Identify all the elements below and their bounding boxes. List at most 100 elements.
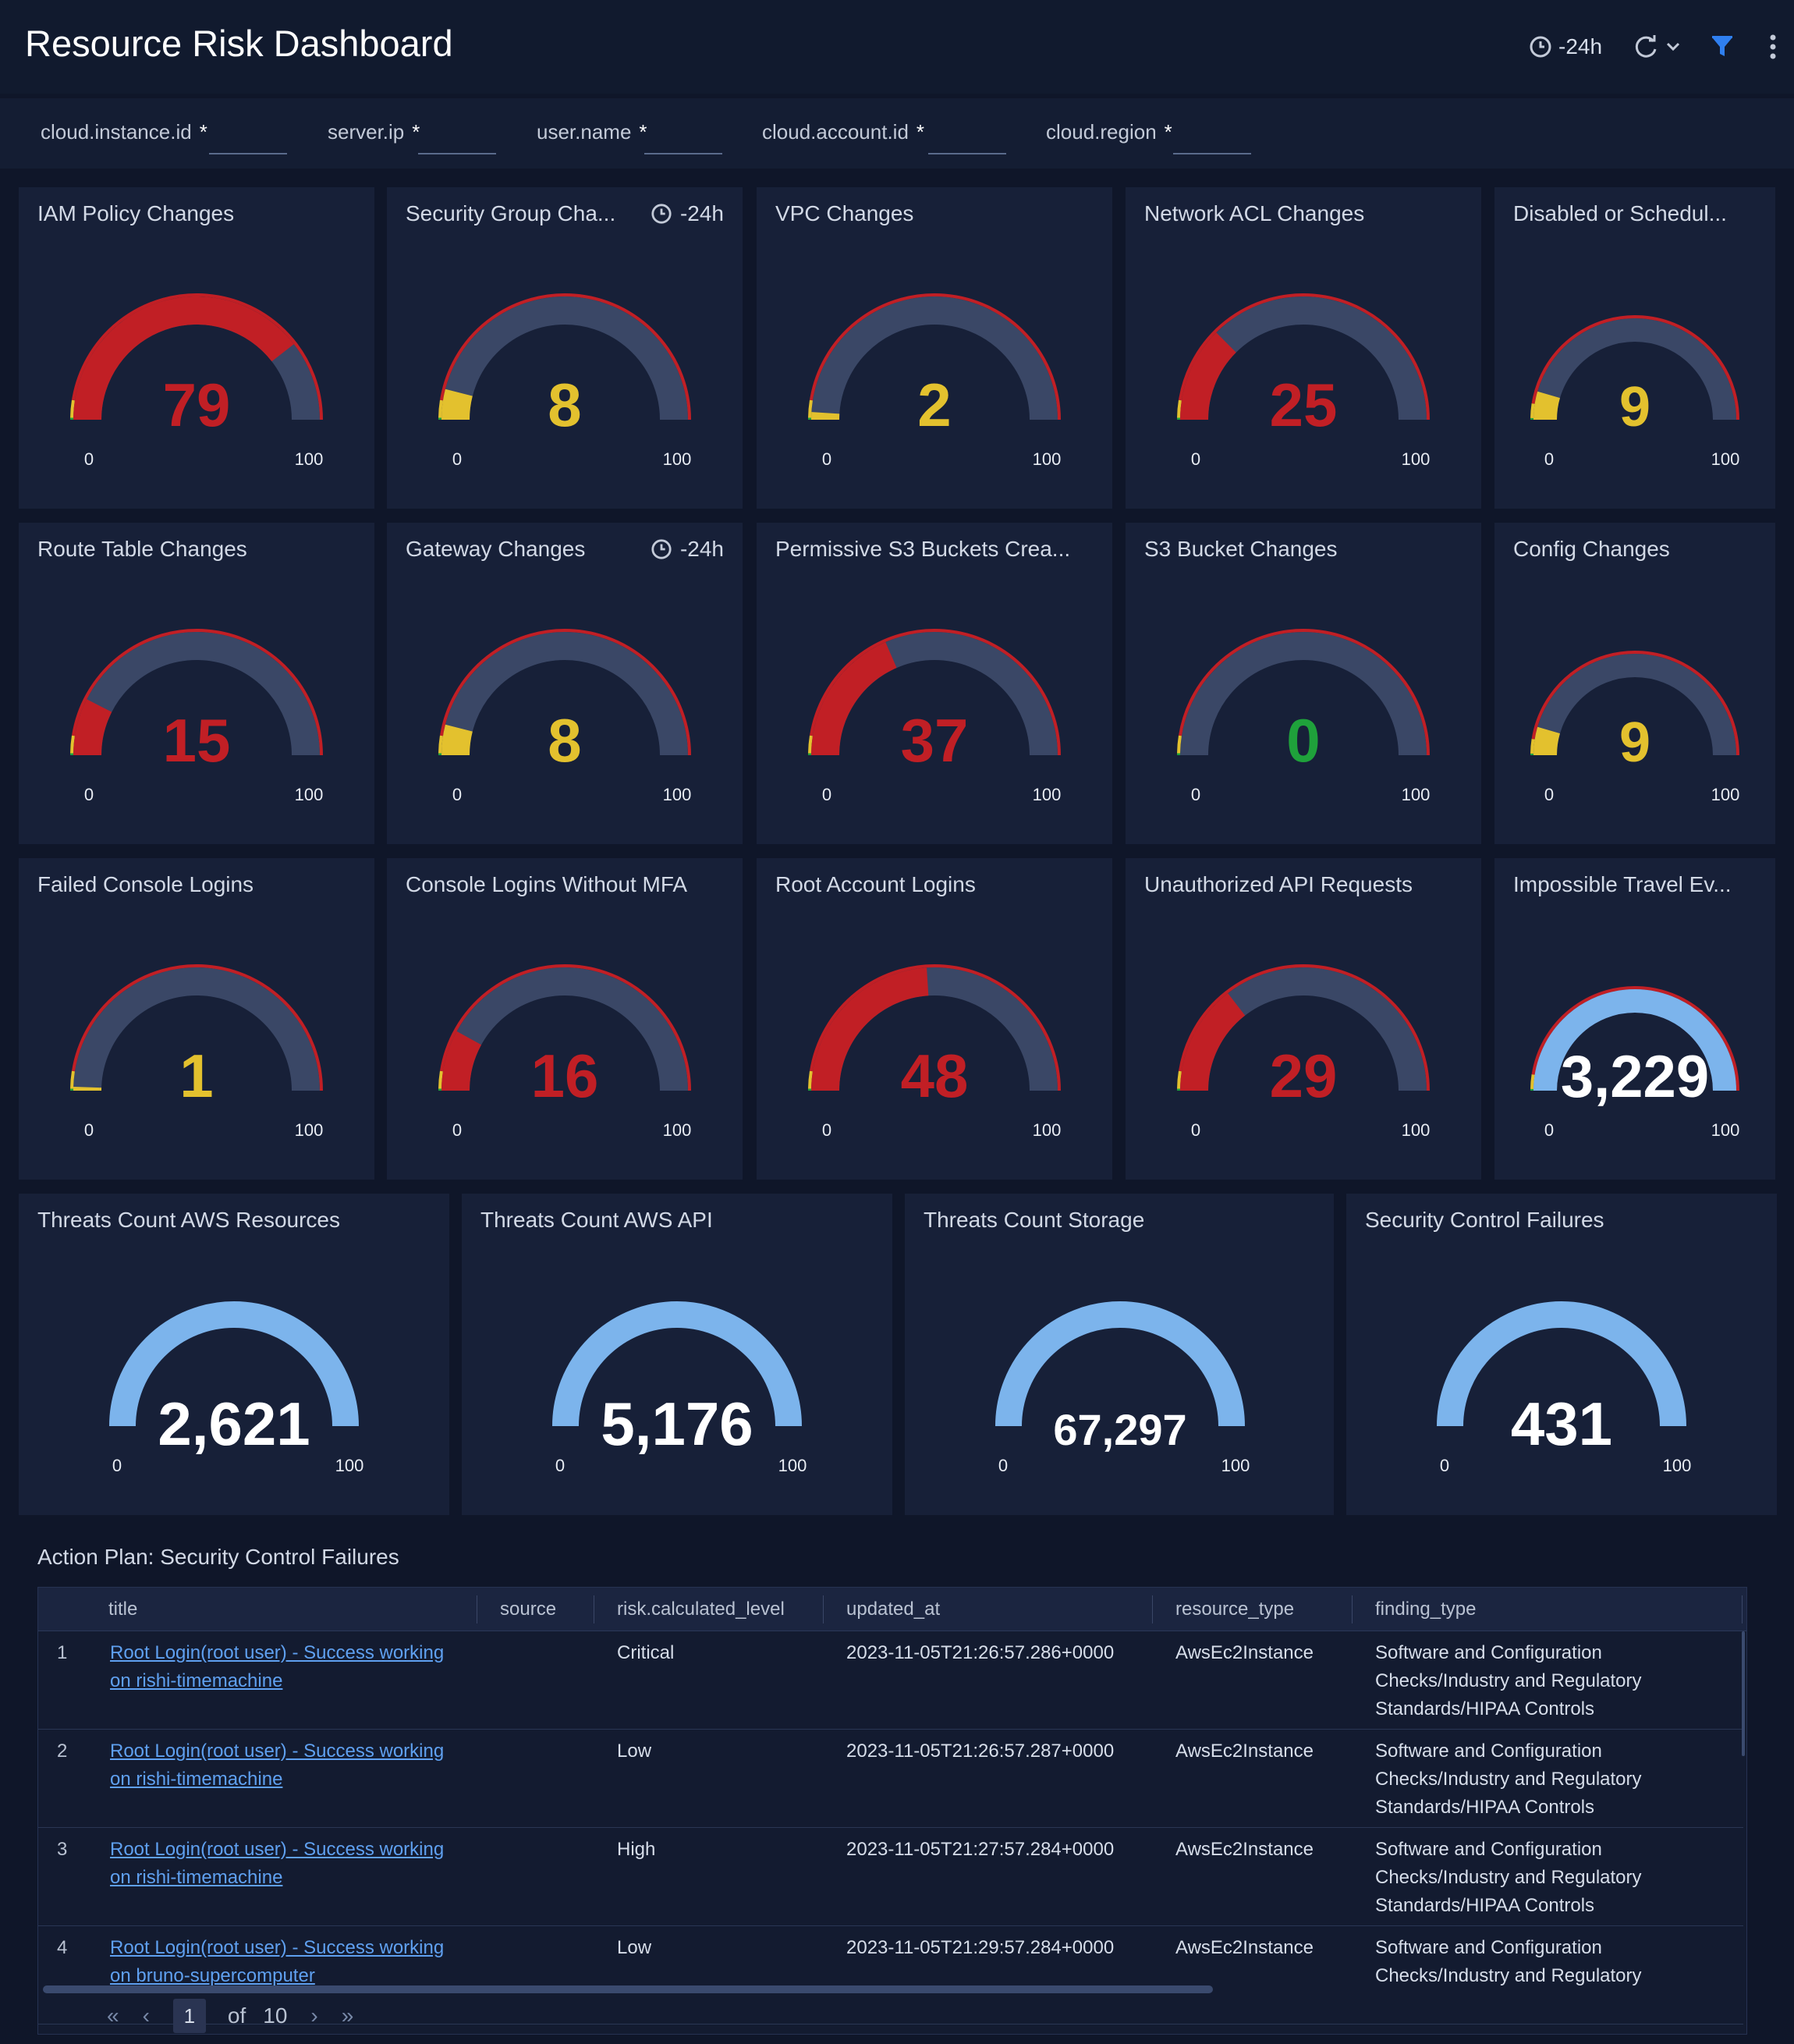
gauge-min-label: 0 [1440,1456,1449,1475]
column-header-title[interactable]: title [108,1599,138,1620]
row-title-link-line-1[interactable]: Root Login(root user) - Success working [110,1937,445,1958]
column-header-updated-at[interactable]: updated_at [846,1599,941,1620]
gauge-threshold-red [1178,964,1430,1091]
row-title[interactable]: Root Login(root user) - Success working o… [110,1639,444,1695]
row-title[interactable]: Root Login(root user) - Success working o… [110,1934,444,1990]
threat-panel-threats-count-aws-resources[interactable]: Threats Count AWS Resources 2,621 0 100 [19,1194,449,1515]
row-resource-type: AwsEc2Instance [1175,1741,1314,1762]
last-page-icon[interactable]: » [341,2003,354,2028]
gauge-chart: 48 0 100 [807,964,1061,1140]
row-title-link-line-2[interactable]: on bruno-supercomputer [110,1965,315,1986]
row-title-link-line-2[interactable]: on rishi-timemachine [110,1670,283,1691]
vertical-scrollbar[interactable] [1742,1631,1745,1756]
gauge-value-arc [73,296,294,421]
gauge-panel-permissive-s3-buckets-crea[interactable]: Permissive S3 Buckets Crea... 37 0 100 [757,523,1112,844]
table-title: Action Plan: Security Control Failures [37,1545,399,1569]
table-header: title source risk.calculated_level updat… [38,1588,1746,1631]
column-header-source[interactable]: source [500,1599,557,1620]
gauge-panel-failed-console-logins[interactable]: Failed Console Logins 1 0 100 [19,858,374,1180]
filter-cloud-account-id[interactable]: cloud.account.id * [762,120,1006,154]
gauge-value: 2 [917,371,951,439]
gauge-panel-impossible-travel-ev[interactable]: Impossible Travel Ev... 3,229 0 100 [1494,858,1775,1180]
gauge-max-label: 100 [1221,1456,1250,1475]
next-page-icon[interactable]: › [310,2003,318,2028]
gauge-max-label: 100 [1033,785,1062,804]
refresh-icon [1635,35,1680,58]
gauge-panel-config-changes[interactable]: Config Changes 9 0 100 [1494,523,1775,844]
table-row[interactable]: 3 Root Login(root user) - Success working… [38,1828,1743,1926]
time-range-button[interactable]: -24h [1529,34,1602,59]
gauge-chart: 0 0 100 [1176,629,1430,804]
row-title-link-line-1[interactable]: Root Login(root user) - Success working [110,1741,445,1762]
gauge-panel-root-account-logins[interactable]: Root Account Logins 48 0 100 [757,858,1112,1180]
horizontal-scrollbar[interactable] [43,1985,1213,1993]
time-range-label: -24h [1558,34,1603,59]
row-risk-level: High [617,1839,656,1860]
gauge-value-arc [109,1301,359,1427]
gauge-chart: 9 0 100 [1530,651,1739,804]
gauge-panel-s3-bucket-changes[interactable]: S3 Bucket Changes 0 0 100 [1126,523,1481,844]
threat-panel-threats-count-storage[interactable]: Threats Count Storage 67,297 0 100 [905,1194,1334,1515]
table-row[interactable]: 2 Root Login(root user) - Success working… [38,1730,1743,1828]
table-row[interactable]: 4 Root Login(root user) - Success working… [38,1926,1743,2024]
filter-button[interactable] [1707,31,1738,62]
more-options-button[interactable] [1761,31,1785,62]
row-title-link-line-2[interactable]: on rishi-timemachine [110,1867,283,1888]
row-title[interactable]: Root Login(root user) - Success working o… [110,1737,444,1794]
row-title[interactable]: Root Login(root user) - Success working o… [110,1836,444,1892]
gauge-panel-security-group-cha[interactable]: Security Group Cha... -24h 8 0 100 [387,187,743,509]
gauge-panel-iam-policy-changes[interactable]: IAM Policy Changes 79 0 100 [19,187,374,509]
gauge-panel-vpc-changes[interactable]: VPC Changes 2 0 100 [757,187,1112,509]
filter-server-ip[interactable]: server.ip * [328,120,496,154]
gauge-panel-route-table-changes[interactable]: Route Table Changes 15 0 100 [19,523,374,844]
pagination: « ‹ 1 of 10 › » [38,1996,1746,2034]
current-page-input[interactable]: 1 [172,1999,206,2033]
row-finding-type: Software and Configuration Checks/Industr… [1375,1934,1642,1990]
gauge-threshold-yellow [70,1070,75,1089]
row-title-link-line-1[interactable]: Root Login(root user) - Success working [110,1642,445,1663]
gauge-track [1533,654,1736,756]
row-updated-at: 2023-11-05T21:26:57.286+0000 [846,1642,1115,1663]
gauge-panel-network-acl-changes[interactable]: Network ACL Changes 25 0 100 [1126,187,1481,509]
panel-time-range[interactable]: -24h [651,201,724,226]
gauge-panel-disabled-or-schedul[interactable]: Disabled or Schedul... 9 0 100 [1494,187,1775,509]
refresh-button[interactable] [1632,31,1686,62]
clock-icon [1530,36,1551,58]
gauge-value: 5,176 [601,1389,753,1458]
gauge-value: 8 [548,371,581,439]
first-page-icon[interactable]: « [107,2003,119,2028]
panel-title: Permissive S3 Buckets Crea... [775,537,1071,561]
panel-time-range[interactable]: -24h [651,537,724,562]
gauge-threshold-red [1531,986,1739,1091]
row-title-link-line-1[interactable]: Root Login(root user) - Success working [110,1839,445,1860]
column-header-resource-type[interactable]: resource_type [1175,1599,1295,1620]
panel-title: S3 Bucket Changes [1144,537,1338,561]
column-header-finding-type[interactable]: finding_type [1375,1599,1477,1620]
gauge-min-label: 0 [452,1120,462,1140]
gauge-panel-console-logins-without-mfa[interactable]: Console Logins Without MFA 16 0 100 [387,858,743,1180]
panel-title: Failed Console Logins [37,872,254,896]
finding-type-line: Checks/Industry and Regulatory [1375,1670,1642,1691]
gauge-max-label: 100 [295,785,324,804]
gauge-panel-gateway-changes[interactable]: Gateway Changes -24h 8 0 100 [387,523,743,844]
filter-cloud-region[interactable]: cloud.region * [1046,120,1251,154]
gauge-threshold-yellow [1177,735,1182,754]
gauge-track [1533,318,1736,421]
panel-title: Disabled or Schedul... [1513,201,1727,225]
filter-cloud-instance-id[interactable]: cloud.instance.id * [41,120,287,154]
table-row[interactable]: 1 Root Login(root user) - Success working… [38,1631,1743,1730]
gauge-max-label: 100 [1402,449,1431,469]
filter-user-name[interactable]: user.name * [537,120,722,154]
gauge-panel-unauthorized-api-requests[interactable]: Unauthorized API Requests 29 0 100 [1126,858,1481,1180]
gauge-max-label: 100 [295,449,324,469]
threat-panel-threats-count-aws-api[interactable]: Threats Count AWS API 5,176 0 100 [462,1194,892,1515]
gauge-max-label: 100 [1711,449,1740,469]
gauge-chart: 2 0 100 [807,293,1061,469]
threat-panel-security-control-failures[interactable]: Security Control Failures 431 0 100 [1346,1194,1777,1515]
gauge-threshold-yellow [438,399,443,418]
column-header-risk[interactable]: risk.calculated_level [617,1599,785,1620]
gauge-min-label: 0 [84,449,94,469]
prev-page-icon[interactable]: ‹ [142,2003,150,2028]
row-title-link-line-2[interactable]: on rishi-timemachine [110,1769,283,1790]
row-number: 2 [57,1741,68,1762]
